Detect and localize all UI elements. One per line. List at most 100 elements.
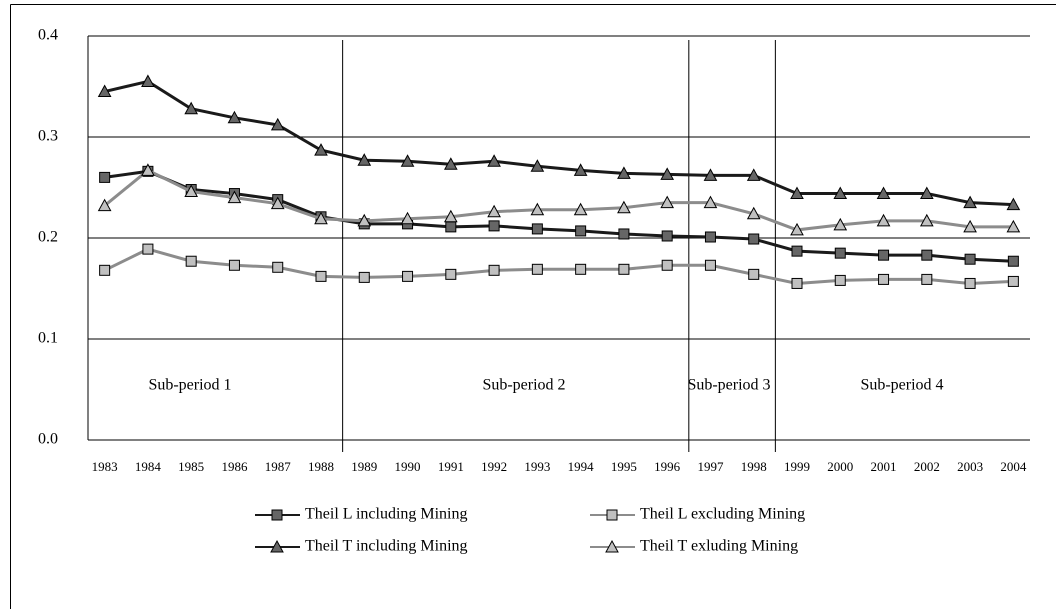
x-tick-label: 2003 [957, 459, 983, 474]
marker [530, 159, 545, 172]
marker [921, 249, 933, 261]
marker [314, 143, 328, 156]
annotation: Sub-period 2 [482, 377, 565, 394]
marker [876, 213, 891, 227]
marker [876, 186, 891, 200]
marker [227, 110, 242, 124]
marker [185, 255, 197, 267]
marker [617, 200, 631, 214]
marker [964, 253, 976, 265]
x-tick-label: 1987 [265, 459, 292, 474]
marker [834, 274, 846, 286]
marker [704, 259, 716, 271]
marker [1007, 275, 1019, 287]
marker [1007, 255, 1019, 267]
x-tick-label: 2004 [1000, 459, 1027, 474]
series-line [104, 169, 1014, 263]
marker [661, 259, 673, 271]
marker [228, 259, 240, 271]
y-tick-label: 0.2 [38, 229, 58, 246]
marker [184, 184, 199, 198]
marker [400, 154, 415, 167]
marker [921, 273, 933, 285]
marker [488, 220, 500, 232]
annotation: Sub-period 3 [687, 377, 770, 394]
marker [487, 154, 501, 167]
x-tick-label: 1997 [697, 459, 724, 474]
x-tick-label: 1998 [741, 459, 767, 474]
x-tick-label: 1989 [351, 459, 377, 474]
legend-marker [270, 539, 284, 553]
y-tick-label: 0.3 [38, 128, 58, 145]
marker [573, 163, 588, 176]
x-tick-label: 1985 [178, 459, 204, 474]
marker [443, 209, 458, 223]
marker [618, 263, 630, 275]
marker [142, 243, 154, 255]
x-tick-label: 2000 [827, 459, 853, 474]
marker [488, 264, 500, 276]
marker [270, 196, 285, 210]
legend-label: Theil L excluding Mining [640, 506, 805, 523]
marker [833, 217, 848, 231]
marker [748, 233, 760, 245]
x-tick-label: 1994 [568, 459, 595, 474]
legend-marker [271, 509, 283, 521]
marker [834, 247, 846, 259]
marker [445, 268, 457, 280]
legend-label: Theil T including Mining [305, 538, 468, 555]
x-tick-label: 1984 [135, 459, 162, 474]
marker [314, 211, 328, 225]
x-tick-label: 1999 [784, 459, 810, 474]
marker [400, 211, 415, 225]
marker [315, 270, 327, 282]
marker [270, 117, 285, 131]
marker [704, 231, 716, 243]
marker [402, 270, 414, 282]
marker [964, 277, 976, 289]
annotation: Sub-period 4 [860, 377, 943, 394]
marker [791, 277, 803, 289]
legend-label: Theil T exluding Mining [640, 538, 798, 555]
marker [790, 186, 804, 200]
marker [748, 268, 760, 280]
marker [1006, 197, 1021, 211]
marker [531, 223, 543, 235]
marker [661, 230, 673, 242]
marker [746, 168, 761, 181]
marker [530, 202, 545, 216]
y-tick-label: 0.4 [38, 27, 58, 44]
x-tick-label: 1988 [308, 459, 334, 474]
x-tick-label: 1992 [481, 459, 507, 474]
marker [272, 261, 284, 273]
x-tick-label: 1995 [611, 459, 637, 474]
marker [963, 219, 977, 233]
marker [833, 186, 848, 200]
x-tick-label: 1986 [221, 459, 248, 474]
marker [746, 206, 761, 220]
marker [963, 195, 977, 209]
marker [97, 198, 112, 212]
legend-marker [606, 509, 618, 521]
marker [703, 168, 718, 181]
marker [141, 74, 155, 87]
marker [141, 163, 155, 176]
x-tick-label: 1990 [395, 459, 421, 474]
y-tick-label: 0.0 [38, 431, 58, 448]
marker [660, 167, 675, 180]
marker [443, 157, 458, 170]
marker [791, 245, 803, 257]
marker [227, 190, 242, 204]
series-line [103, 247, 1014, 285]
legend-label: Theil L including Mining [305, 506, 468, 523]
legend-marker [605, 539, 619, 553]
marker [487, 204, 501, 218]
y-tick-label: 0.1 [38, 330, 58, 347]
marker [878, 273, 890, 285]
marker [573, 202, 588, 216]
x-tick-label: 2001 [871, 459, 897, 474]
marker [97, 84, 112, 98]
marker [184, 101, 199, 115]
marker [878, 249, 890, 261]
